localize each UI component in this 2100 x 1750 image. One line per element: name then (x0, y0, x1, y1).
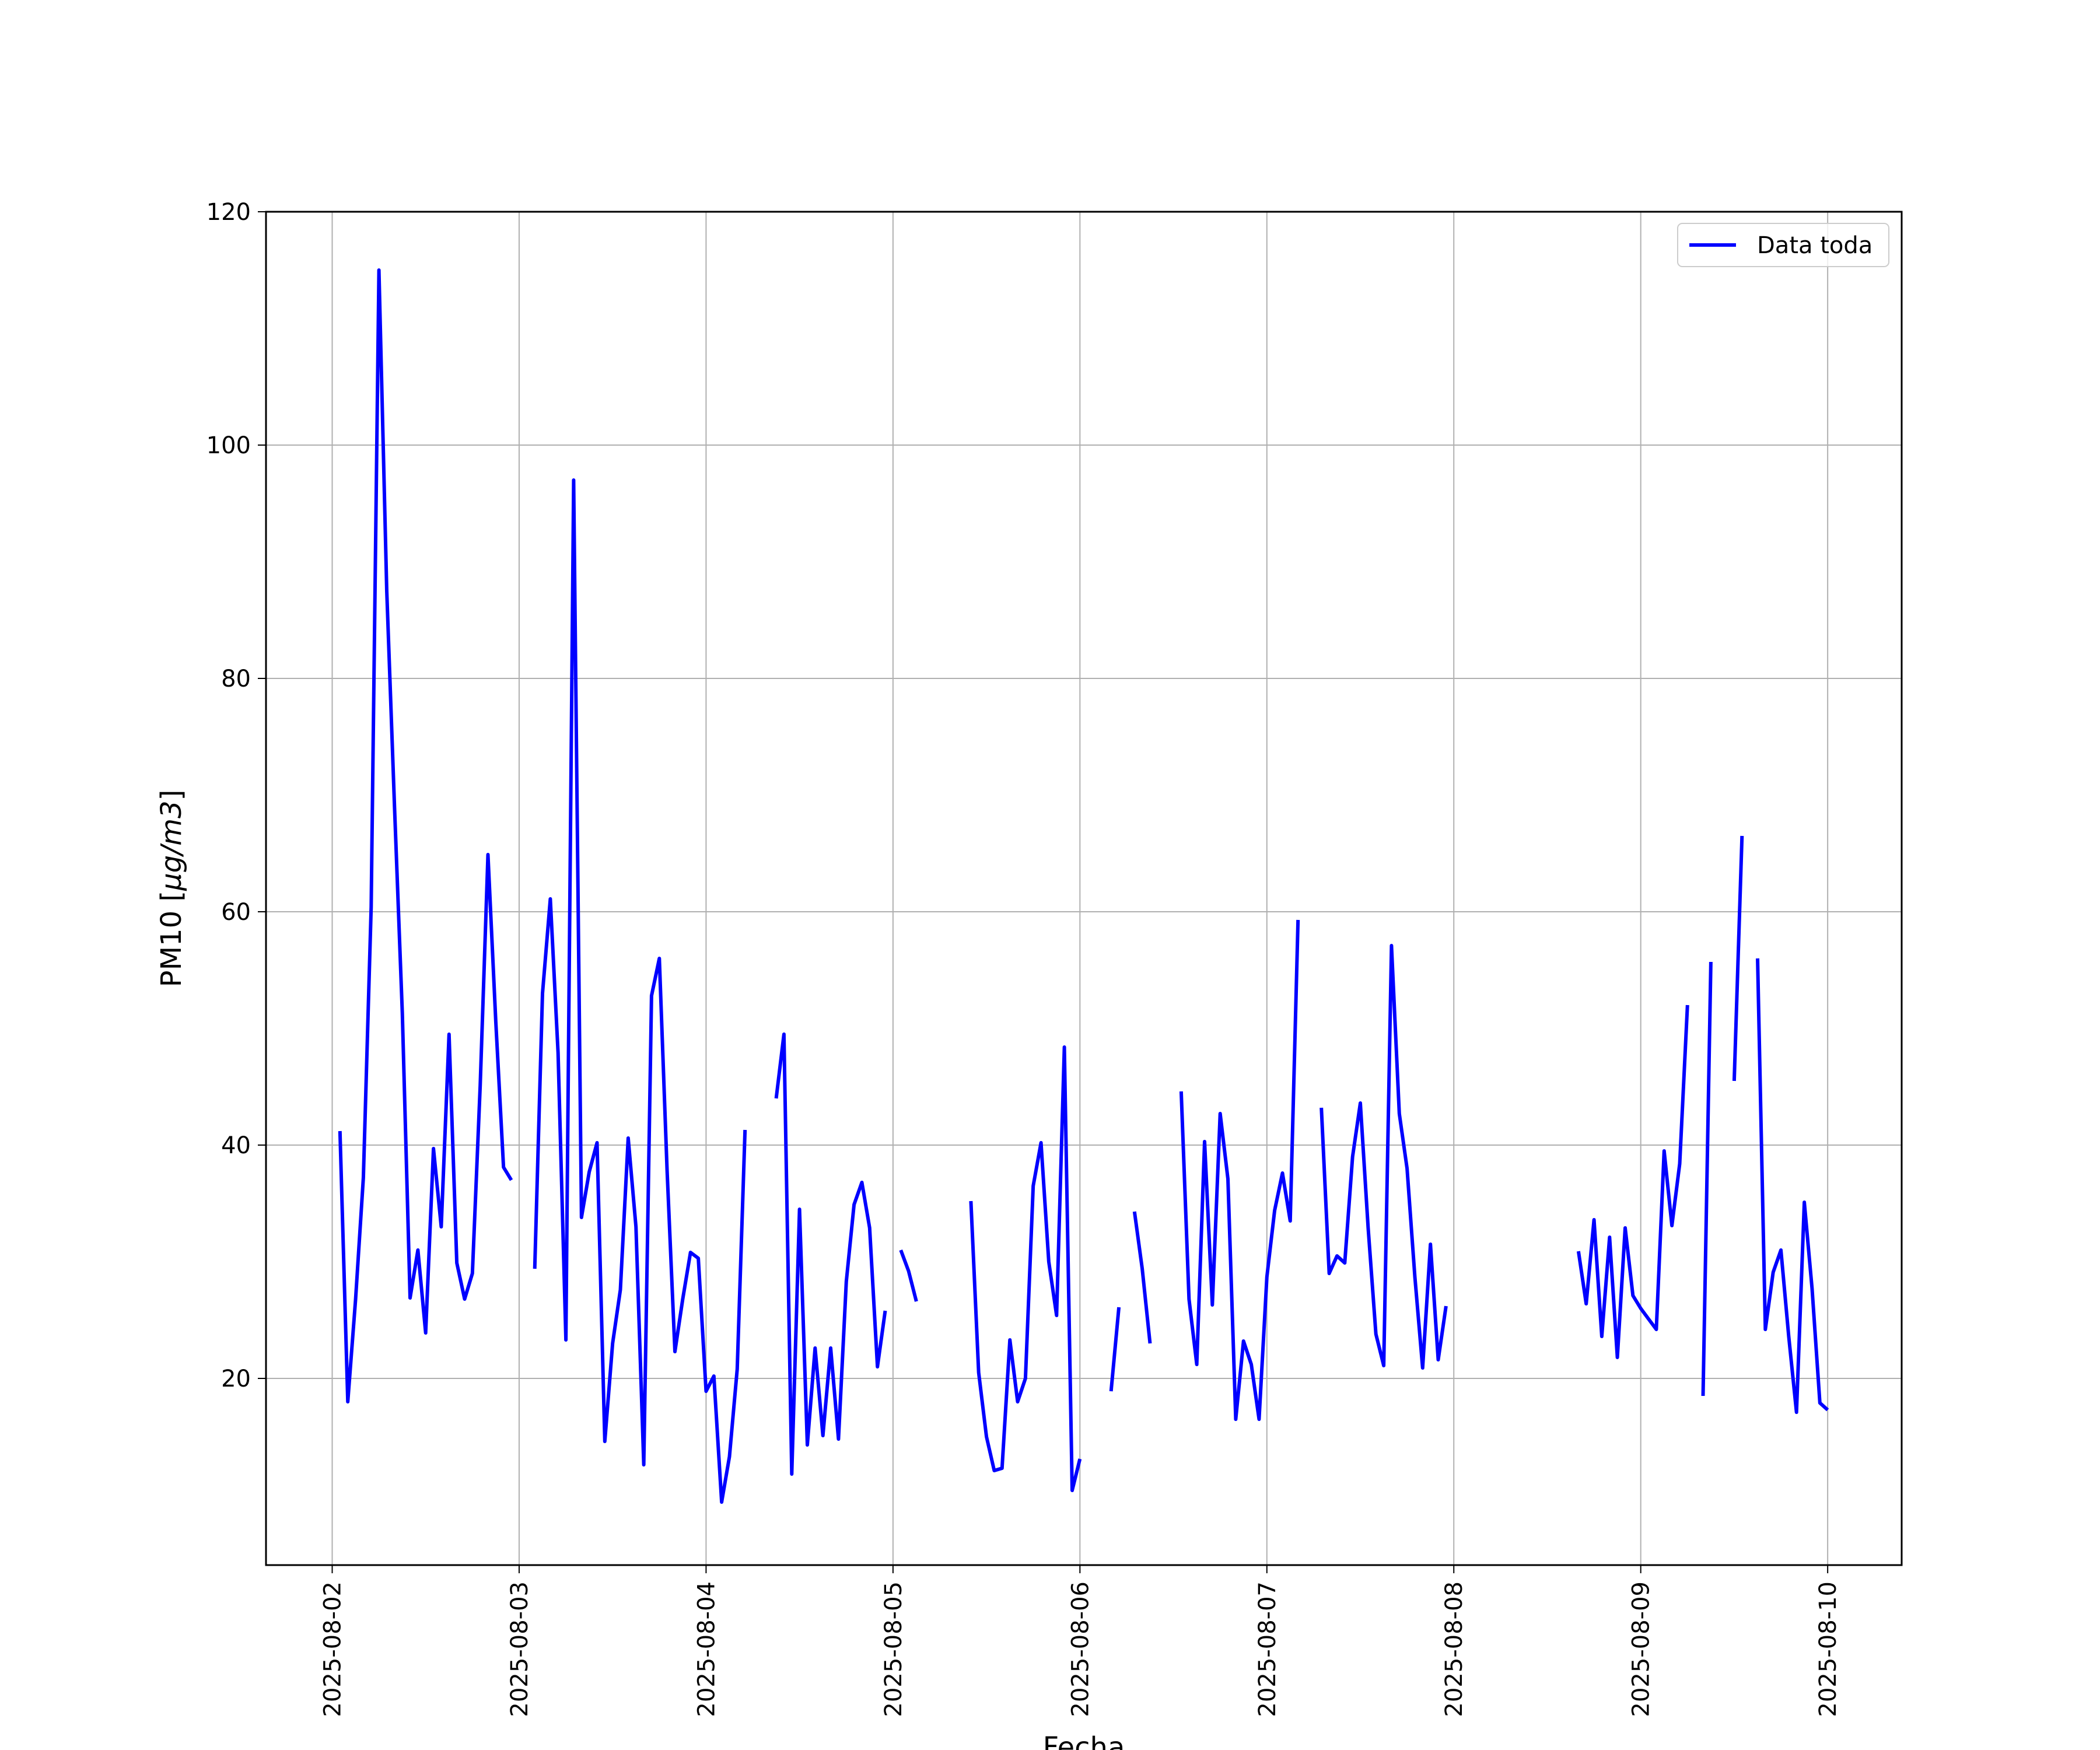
x-tick-label: 2025-08-09 (1628, 1581, 1655, 1717)
x-tick-label: 2025-08-10 (1815, 1581, 1842, 1717)
y-tick-label: 20 (221, 1366, 251, 1392)
x-tick-label: 2025-08-07 (1254, 1581, 1281, 1717)
x-tick-label: 2025-08-06 (1067, 1581, 1094, 1717)
x-tick-label: 2025-08-02 (319, 1581, 346, 1717)
grid (266, 211, 1902, 1565)
series-line-segment (1109, 1307, 1121, 1392)
legend-label: Data toda (1757, 232, 1873, 259)
series-line-segment (899, 1249, 918, 1302)
plot-frame (265, 211, 1903, 1566)
x-tick-label: 2025-08-03 (506, 1581, 533, 1717)
series-line-segment (1732, 835, 1744, 1082)
y-tick-label: 120 (206, 199, 251, 226)
series-line-segment (1701, 961, 1713, 1396)
y-tick-label: 60 (221, 899, 251, 926)
series-line-segment (969, 1045, 1082, 1492)
x-tick-label: 2025-08-05 (880, 1581, 907, 1717)
series-line-segment (338, 268, 513, 1404)
y-tick-label: 80 (221, 666, 251, 692)
y-tick-label: 100 (206, 432, 251, 459)
series-line-segment (533, 478, 747, 1504)
data-series (338, 268, 1829, 1504)
series-line-segment (1576, 1005, 1689, 1359)
series-line-segment (1320, 944, 1448, 1370)
series-line-segment (1756, 958, 1829, 1414)
axis-ticks: 20 40 60 80 100 120 2025-08-02 2025-08-03 2025-0… (206, 199, 1842, 1717)
series-line-segment (1132, 1211, 1152, 1344)
y-axis-title: PM10 [μg/m3] (155, 790, 188, 988)
legend: Data toda (1677, 223, 1889, 267)
x-tick-label: 2025-08-04 (693, 1581, 720, 1717)
series-line-segment (774, 1032, 887, 1476)
x-tick-label: 2025-08-08 (1441, 1581, 1468, 1717)
series-line-segment (1179, 919, 1300, 1421)
legend-box (1677, 223, 1889, 267)
y-tick-label: 40 (221, 1132, 251, 1159)
x-axis-title: Fecha (1043, 1731, 1125, 1750)
